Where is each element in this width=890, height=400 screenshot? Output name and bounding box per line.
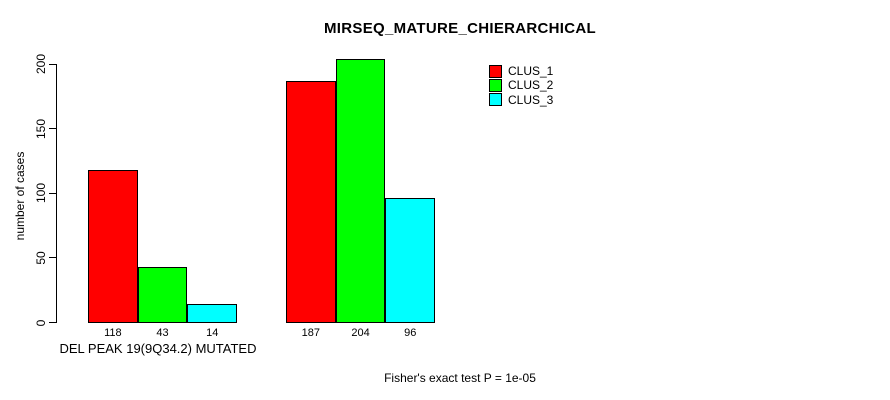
y-tick-label: 0 <box>34 319 48 326</box>
bar-value-label: 187 <box>301 327 321 339</box>
legend-swatch-clus_3 <box>489 93 502 107</box>
y-tick-label: 100 <box>34 183 48 204</box>
y-axis-title: number of cases <box>13 151 27 241</box>
legend-label: CLUS_1 <box>508 64 554 79</box>
bar-clus_1-group2 <box>286 80 336 324</box>
y-tick-mark <box>49 192 57 194</box>
bar-value-label: 118 <box>104 327 122 339</box>
legend-swatch-clus_1 <box>489 64 502 78</box>
legend-item-clus_1: CLUS_1 <box>489 64 553 78</box>
y-tick-mark <box>49 257 57 259</box>
y-tick-mark <box>49 322 57 323</box>
y-tick-label: 150 <box>34 118 48 139</box>
legend-label: CLUS_2 <box>508 78 554 93</box>
legend-item-clus_3: CLUS_3 <box>489 93 553 107</box>
y-tick-label: 200 <box>34 53 48 75</box>
legend-label: CLUS_3 <box>508 92 554 107</box>
bar-clus_3-group2 <box>385 198 436 324</box>
bar-value-label: 204 <box>351 327 370 339</box>
bar-value-label: 43 <box>156 327 169 339</box>
bar-clus_3-group1 <box>187 304 238 324</box>
bar-clus_2-group2 <box>335 58 386 324</box>
bar-clus_1-group1 <box>88 169 138 324</box>
y-tick-label: 50 <box>34 251 48 265</box>
legend-swatch-clus_2 <box>489 78 502 92</box>
y-tick-mark <box>49 128 57 130</box>
legend: CLUS_1 CLUS_2 CLUS_3 <box>489 64 553 107</box>
legend-item-clus_2: CLUS_2 <box>489 78 553 92</box>
x-group-label: DEL PEAK 19(9Q34.2) MUTATED <box>59 341 257 356</box>
footnote: Fisher's exact test P = 1e-05 <box>384 371 536 385</box>
bar-value-label: 14 <box>206 327 219 339</box>
chart-title: MIRSEQ_MATURE_CHIERARCHICAL <box>324 20 596 37</box>
bar-clus_2-group1 <box>137 266 188 324</box>
bar-value-label: 96 <box>404 327 417 339</box>
y-tick-mark <box>49 63 57 65</box>
